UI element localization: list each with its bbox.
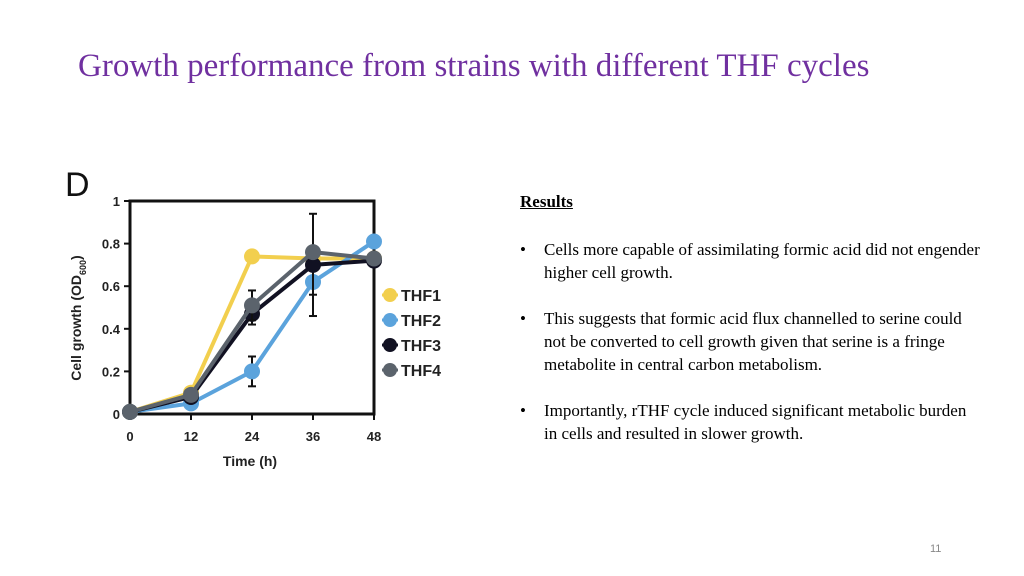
series-thf1	[122, 248, 382, 420]
legend-marker-thf1	[383, 288, 397, 302]
data-point-thf3	[305, 256, 321, 273]
growth-chart: D Cell growth (OD600) Time (h) 0 0.2 0.4 0.…	[65, 166, 441, 469]
legend-marker-thf2	[383, 313, 397, 327]
series-line-thf4	[129, 250, 375, 414]
bullet-marker: •	[520, 240, 526, 259]
legend-marker-thf4	[383, 363, 397, 377]
series-line-thf1	[129, 254, 374, 414]
results-bullet: • Importantly, rTHF cycle induced signif…	[520, 399, 980, 445]
results-bullet: • This suggests that formic acid flux ch…	[520, 307, 980, 376]
legend-label-thf3: THF3	[401, 338, 441, 355]
bullet-text: Importantly, rTHF cycle induced signific…	[544, 401, 967, 443]
data-point-thf4	[366, 250, 382, 267]
data-point-thf1	[244, 248, 260, 265]
x-tick-label: 24	[245, 429, 260, 444]
y-tick-label: 0.2	[102, 364, 120, 379]
x-tick-label: 12	[184, 429, 198, 444]
data-point-thf4	[122, 403, 138, 420]
bullet-marker: •	[520, 309, 526, 328]
data-point-thf4	[183, 386, 199, 403]
x-tick-label: 0	[126, 429, 133, 444]
bullet-text: This suggests that formic acid flux chan…	[544, 309, 962, 374]
legend-label-thf1: THF1	[401, 288, 441, 305]
chart-legend: THF1 THF2 THF3 THF4	[382, 288, 441, 380]
slide-title: Growth performance from strains with dif…	[78, 48, 870, 84]
y-axis-label: Cell growth (OD600)	[68, 255, 88, 380]
data-point-thf4	[305, 244, 321, 261]
legend-label-thf4: THF4	[401, 363, 441, 380]
y-tick-label: 1	[113, 194, 120, 209]
data-point-thf2	[244, 363, 260, 380]
legend-label-thf2: THF2	[401, 313, 441, 330]
series-line-thf3	[129, 258, 375, 414]
panel-label: D	[65, 166, 90, 204]
bullet-marker: •	[520, 401, 526, 420]
legend-marker-thf3	[383, 338, 397, 352]
data-point-thf4	[244, 297, 260, 314]
y-tick-label: 0.8	[102, 237, 120, 252]
x-axis-label: Time (h)	[223, 453, 277, 469]
results-panel: Results • Cells more capable of assimila…	[520, 192, 980, 468]
data-point-thf2	[366, 233, 382, 250]
x-tick-label: 48	[367, 429, 381, 444]
series-thf4	[122, 244, 382, 420]
page-number: 11	[930, 543, 942, 555]
y-tick-label: 0	[113, 407, 120, 422]
y-tick-label: 0.6	[102, 279, 120, 294]
x-axis-ticks: 0 12 24 36 48	[126, 414, 381, 444]
y-tick-label: 0.4	[102, 322, 121, 337]
x-tick-label: 36	[306, 429, 320, 444]
results-heading: Results	[520, 192, 573, 211]
series-layer	[122, 212, 382, 420]
bullet-text: Cells more capable of assimilating formi…	[544, 240, 980, 282]
y-axis-label-subscript: 600	[78, 260, 88, 275]
results-bullet: • Cells more capable of assimilating for…	[520, 238, 980, 284]
y-axis-ticks: 0 0.2 0.4 0.6 0.8 1	[102, 194, 130, 422]
